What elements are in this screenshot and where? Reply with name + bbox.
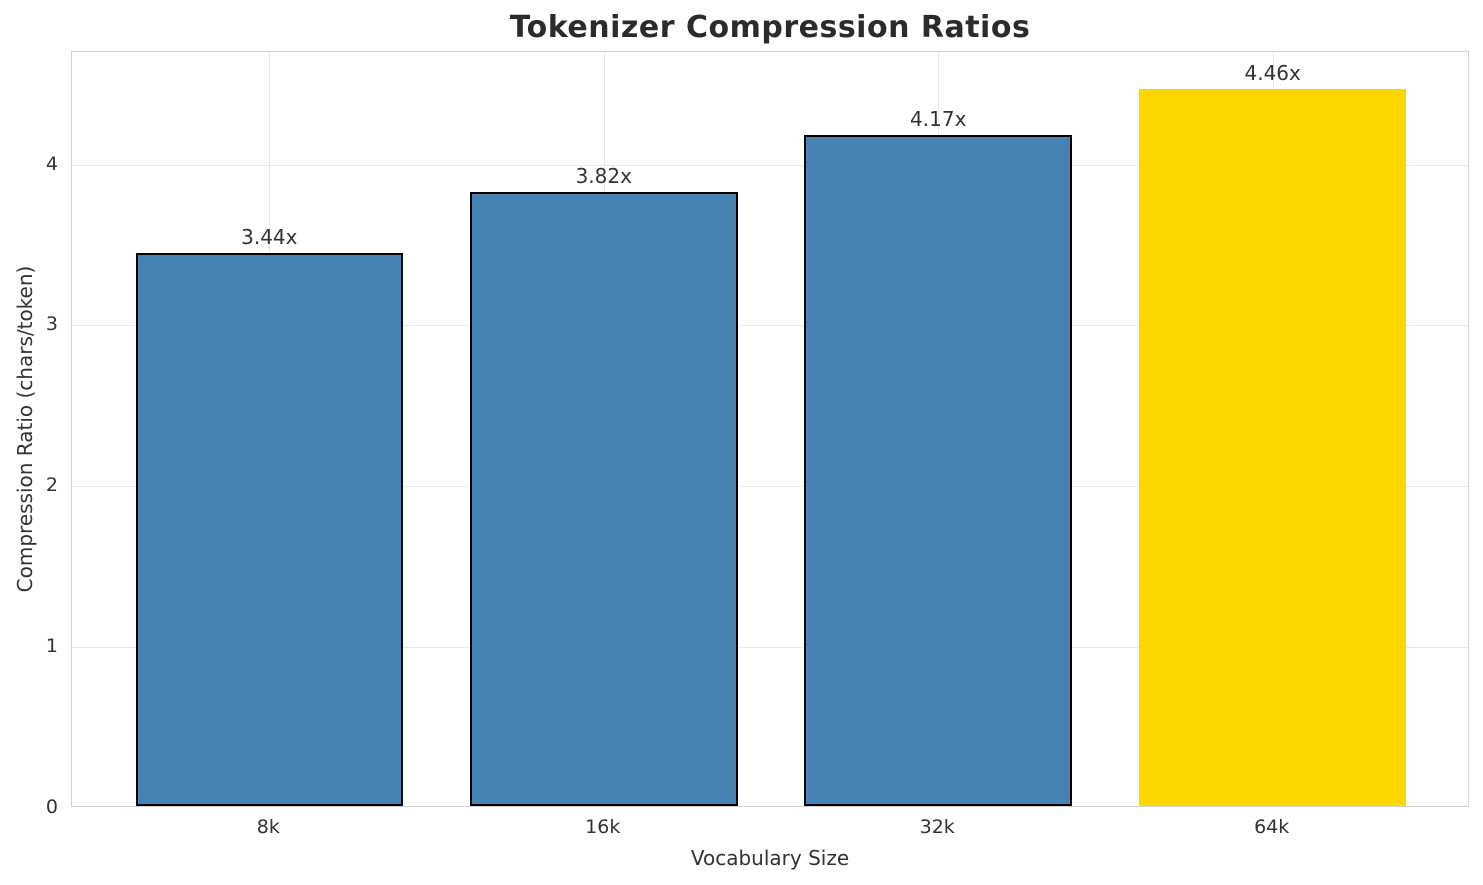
x-tick-label-8k: 8k: [256, 816, 280, 838]
x-tick-label-16k: 16k: [585, 816, 621, 838]
bar-value-label: 4.17x: [910, 107, 967, 132]
bar-32k: [804, 135, 1072, 806]
bar-value-label: 3.82x: [575, 163, 632, 188]
h-gridline: [72, 325, 1468, 327]
bar-8k: [135, 252, 404, 806]
chart-title: Tokenizer Compression Ratios: [509, 10, 1031, 45]
y-tick-label: 0: [45, 796, 58, 818]
x-axis-label: Vocabulary Size: [690, 846, 850, 870]
x-tick-label-32k: 32k: [919, 816, 955, 838]
h-gridline: [72, 164, 1468, 166]
y-tick-label: 2: [45, 474, 58, 497]
y-axis-label: Compression Ratio (chars/token): [13, 265, 37, 593]
x-tick-label-64k: 64k: [1254, 816, 1290, 838]
y-tick-label: 3: [45, 313, 58, 336]
h-gridline: [72, 647, 1468, 649]
h-gridline: [72, 486, 1468, 488]
bar-16k: [469, 191, 738, 806]
plot-area: 3.44x 3.82x 4.17x 4.46x: [71, 51, 1469, 807]
bar-64k: [1138, 88, 1407, 806]
bar-value-label: 4.46x: [1244, 60, 1301, 85]
y-tick-label: 4: [45, 152, 58, 175]
bar-value-label: 3.44x: [241, 224, 298, 249]
y-tick-label: 1: [45, 635, 58, 658]
